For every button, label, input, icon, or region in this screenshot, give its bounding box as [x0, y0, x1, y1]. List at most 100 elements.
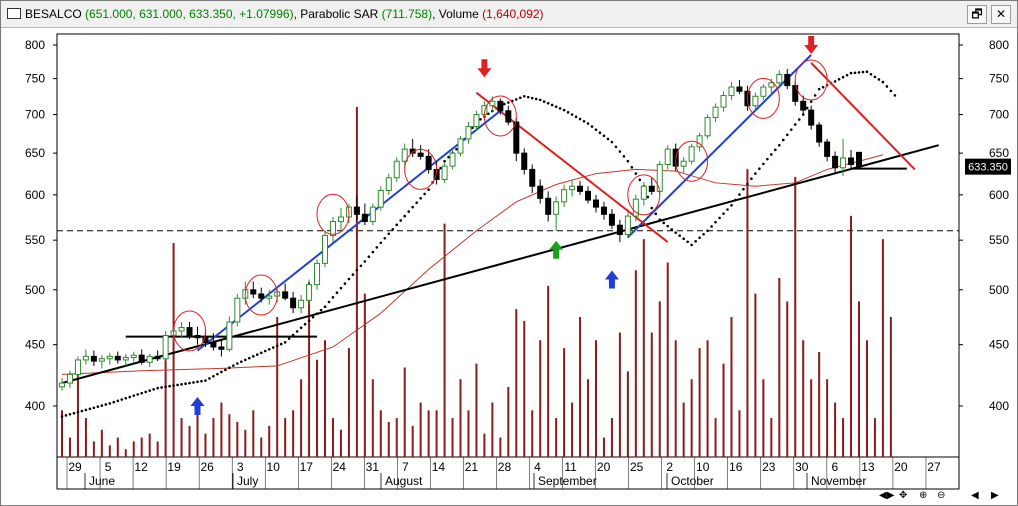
sar-dot	[184, 382, 187, 385]
sar-dot	[881, 80, 885, 84]
x-day-label: 2	[666, 460, 673, 474]
sar-dot	[706, 229, 709, 233]
sar-dot	[455, 147, 458, 151]
candle-body	[776, 73, 783, 84]
candle-body	[608, 213, 615, 226]
candle-body	[314, 262, 321, 286]
zoom-out-icon[interactable]: ⊖	[937, 490, 946, 501]
sar-dot	[861, 70, 865, 74]
pan-icon[interactable]: ✥	[899, 490, 908, 501]
sar-dot	[606, 137, 610, 141]
sar-dot	[809, 100, 813, 103]
candle-body	[497, 100, 504, 112]
sar-dot	[172, 384, 175, 387]
sar-dot	[232, 364, 235, 367]
y-tick-label-left: 500	[25, 283, 45, 297]
scroll-left-icon[interactable]: ◀	[971, 490, 979, 501]
candle-body	[98, 358, 105, 362]
candle-body	[146, 355, 153, 363]
candle-body	[361, 213, 368, 223]
sar-dot	[335, 291, 339, 295]
y-tick-label-left: 650	[25, 146, 45, 160]
candle-body	[218, 346, 225, 350]
candle-body	[401, 148, 408, 162]
up-trendline	[627, 54, 812, 239]
sar-dot	[877, 78, 881, 81]
zoom-in-icon[interactable]: ⊕	[919, 490, 928, 501]
candle-body	[393, 160, 400, 179]
candle-body	[441, 165, 448, 180]
sar-dot	[160, 386, 163, 389]
sar-dot	[84, 408, 88, 412]
candle-body	[154, 355, 161, 360]
sar-dot	[319, 308, 323, 312]
y-tick-label-left: 750	[25, 72, 45, 86]
sar-dot	[347, 277, 351, 281]
sar-dot	[666, 224, 670, 228]
x-day-label: 7	[402, 460, 409, 474]
sar-dot	[678, 234, 681, 237]
y-tick-label-right: 750	[989, 72, 1009, 86]
sar-dot	[598, 131, 602, 135]
candle-body	[553, 201, 560, 215]
sar-dot	[853, 71, 857, 75]
scroll-icon[interactable]: ◀▶	[879, 490, 895, 501]
sar-dot	[530, 96, 534, 100]
candle-body	[529, 168, 536, 187]
sar-dot	[479, 117, 482, 121]
x-day-label: 3	[237, 460, 244, 474]
sar-dot	[244, 358, 247, 362]
sar-dot	[259, 351, 263, 355]
sar-dot	[403, 214, 407, 218]
sar-dot	[793, 123, 797, 126]
candle-body	[680, 160, 687, 167]
sar-dot	[136, 393, 140, 396]
sar-dot	[220, 370, 223, 374]
candle-body	[840, 157, 847, 169]
sar-dot	[196, 380, 199, 384]
sar-dot	[439, 166, 442, 170]
sar-dot	[781, 138, 785, 142]
candle-body	[489, 100, 496, 107]
candle-body	[329, 221, 336, 236]
sar-dot	[507, 101, 510, 104]
sar-dot	[522, 94, 526, 98]
scroll-right-icon[interactable]: ▶	[991, 490, 999, 501]
sar-dot	[682, 237, 685, 241]
sar-dot	[251, 355, 255, 358]
sar-dot	[419, 197, 422, 200]
sar-dot	[407, 210, 410, 213]
candle-body	[162, 334, 169, 360]
y-tick-label-right: 700	[989, 108, 1009, 122]
sar-dot	[128, 395, 132, 399]
candle-body	[616, 224, 623, 235]
candle-body	[521, 152, 528, 170]
close-icon[interactable]: ✕	[991, 5, 1011, 24]
sar-dot	[594, 128, 598, 131]
sar-dot	[379, 241, 383, 245]
sar-dot	[762, 162, 765, 166]
sar-dot	[514, 98, 518, 101]
sar-dot	[323, 305, 327, 309]
x-day-label: 27	[927, 460, 941, 474]
sar-dot	[797, 118, 801, 121]
y-tick-label-left: 550	[25, 233, 45, 247]
candle-body	[760, 86, 767, 97]
candle-body	[202, 337, 209, 343]
price-chart[interactable]: 400 400 450 450 500 500 550 550 600 600 650 650 700 7…	[1, 28, 1017, 505]
candle-body	[449, 152, 456, 167]
candle-body	[792, 85, 799, 102]
restore-icon[interactable]: 🗗	[967, 5, 987, 24]
sar-dot	[550, 103, 554, 107]
x-day-label: 11	[564, 460, 577, 474]
candle-body	[577, 185, 584, 192]
candle-body	[114, 355, 121, 361]
highlight-circle	[483, 95, 517, 137]
sar-dot	[566, 111, 570, 114]
candle-body	[66, 373, 73, 384]
window-title: BESALCO (651.000, 631.000, 633.350, +1.0…	[7, 7, 544, 21]
candle-body	[298, 299, 305, 309]
candle-body	[138, 354, 145, 363]
x-day-label: 25	[630, 460, 644, 474]
sar-dot	[164, 385, 167, 389]
